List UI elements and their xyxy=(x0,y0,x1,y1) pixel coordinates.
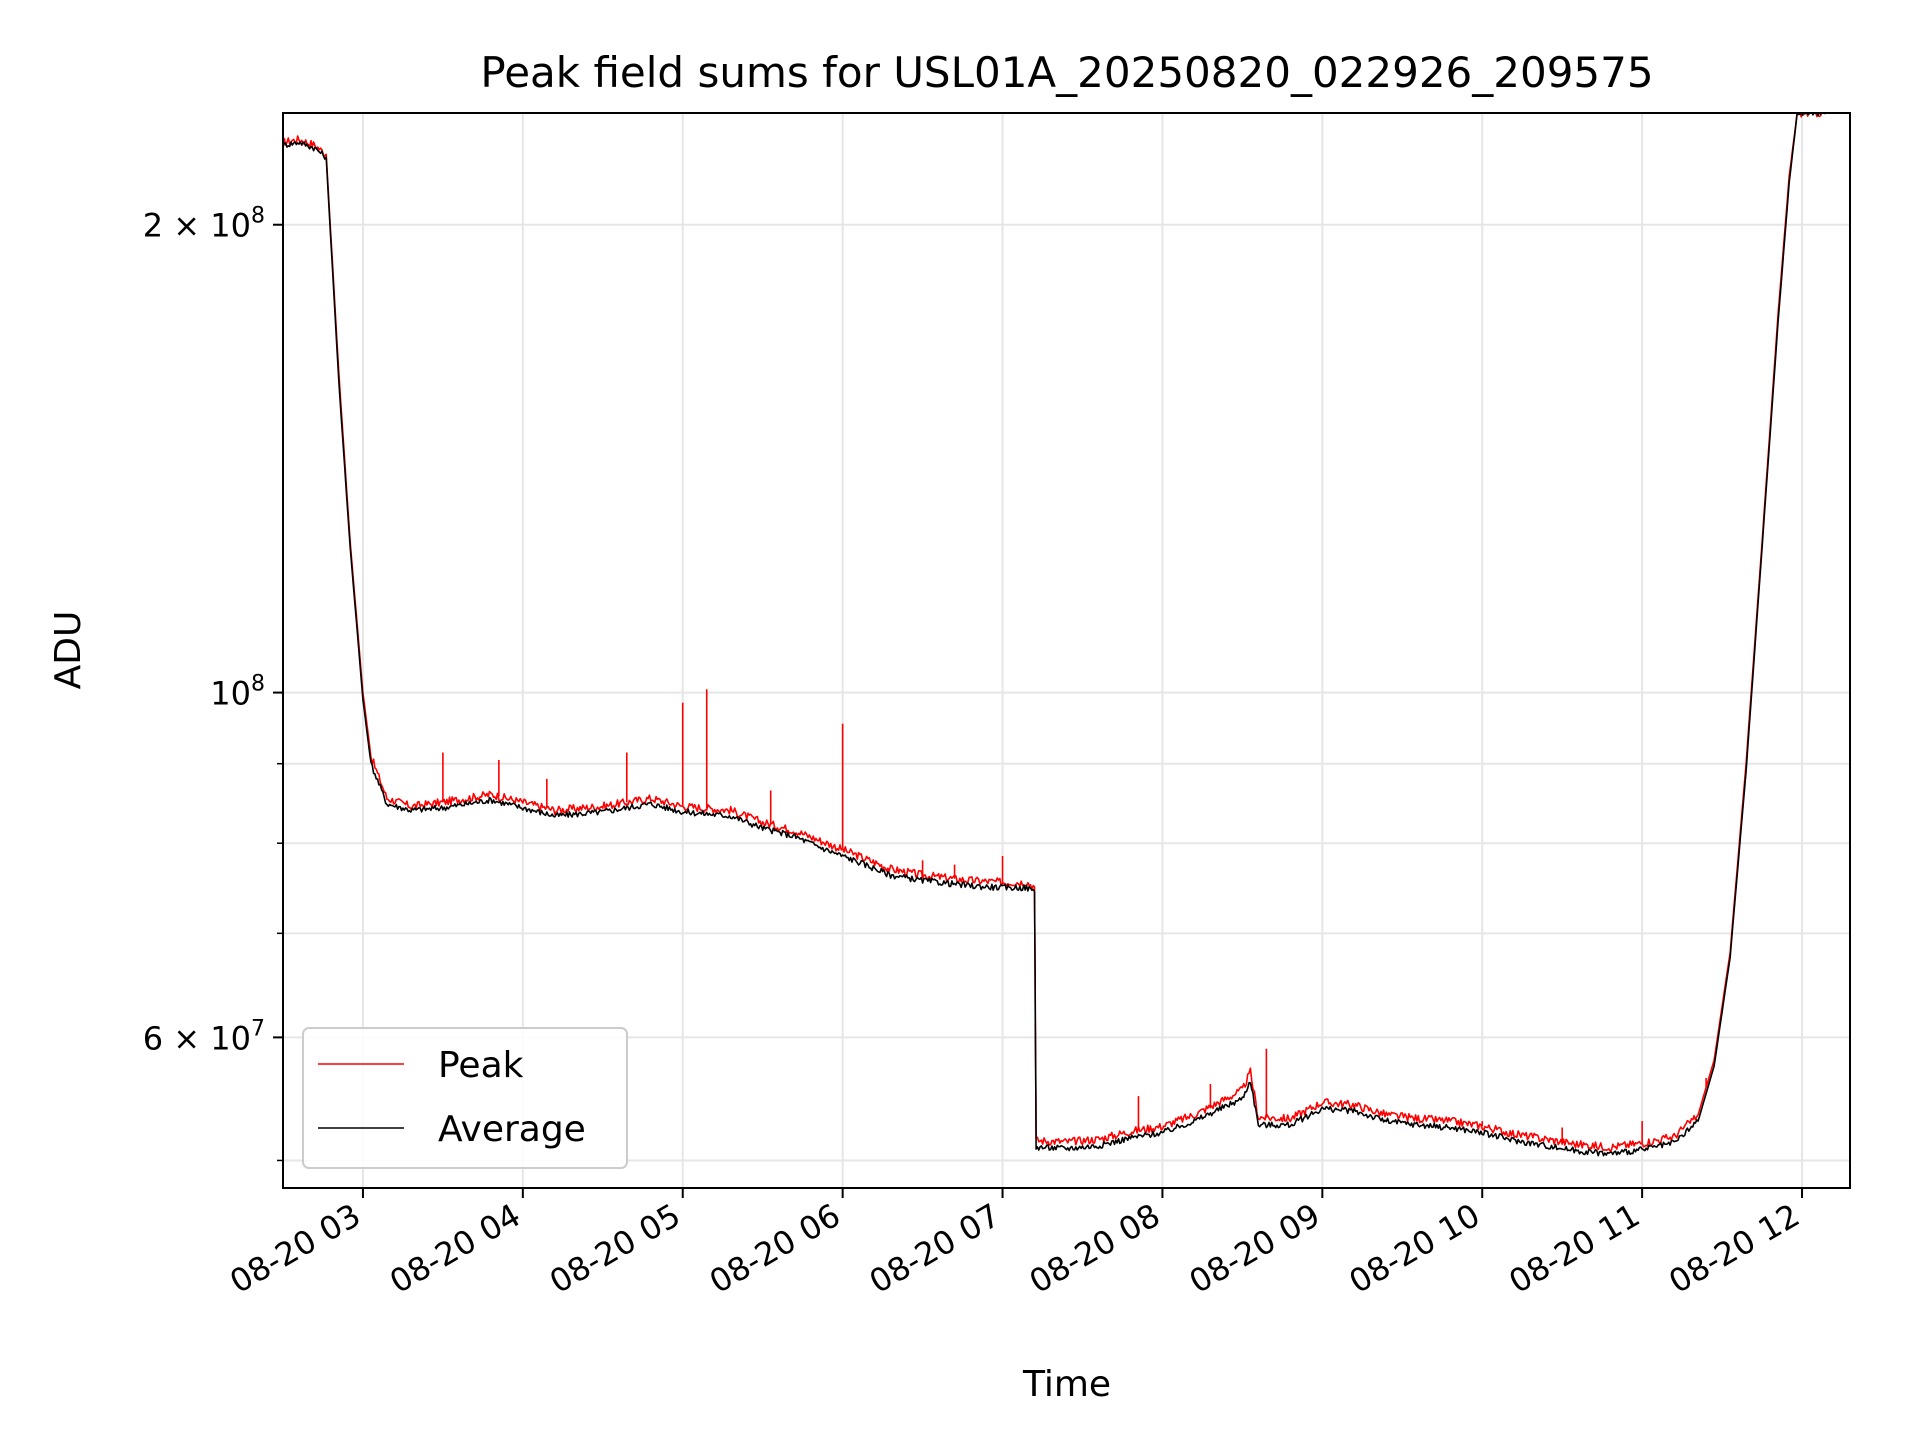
x-tick-label: 08-20 10 xyxy=(1343,1196,1487,1301)
chart-title: Peak field sums for USL01A_20250820_0229… xyxy=(480,48,1653,97)
x-tick-label: 08-20 12 xyxy=(1662,1196,1806,1301)
x-tick-label: 08-20 04 xyxy=(383,1196,527,1301)
x-tick-label: 08-20 06 xyxy=(703,1196,847,1301)
legend-box xyxy=(302,1027,628,1169)
x-tick-label: 08-20 09 xyxy=(1183,1196,1327,1301)
y-tick-label: 108 xyxy=(210,672,265,713)
x-tick-label: 08-20 11 xyxy=(1503,1196,1647,1301)
plot-series xyxy=(283,113,1827,1157)
y-tick-label: 2 × 108 xyxy=(143,204,265,245)
y-axis: 2 × 108 108 6 × 107 xyxy=(143,204,283,1162)
x-axis: 08-20 03 08-20 04 08-20 05 08-20 06 08-20 07… xyxy=(223,1188,1806,1301)
legend-label-average: Average xyxy=(438,1109,586,1150)
x-tick-label: 08-20 08 xyxy=(1023,1196,1167,1301)
x-axis-label: Time xyxy=(1022,1364,1111,1405)
y-tick-label: 6 × 107 xyxy=(143,1016,265,1057)
legend: Peak Average xyxy=(302,1027,628,1169)
grid xyxy=(283,113,1850,1188)
x-tick-label: 08-20 05 xyxy=(543,1196,687,1301)
plot-frame xyxy=(282,112,1851,1189)
y-axis-label: ADU xyxy=(48,611,89,690)
x-tick-label: 08-20 03 xyxy=(223,1196,367,1301)
x-tick-label: 08-20 07 xyxy=(863,1196,1007,1301)
series-line-peak xyxy=(283,113,1826,1152)
series-line-average xyxy=(283,113,1827,1157)
legend-label-peak: Peak xyxy=(438,1045,524,1086)
